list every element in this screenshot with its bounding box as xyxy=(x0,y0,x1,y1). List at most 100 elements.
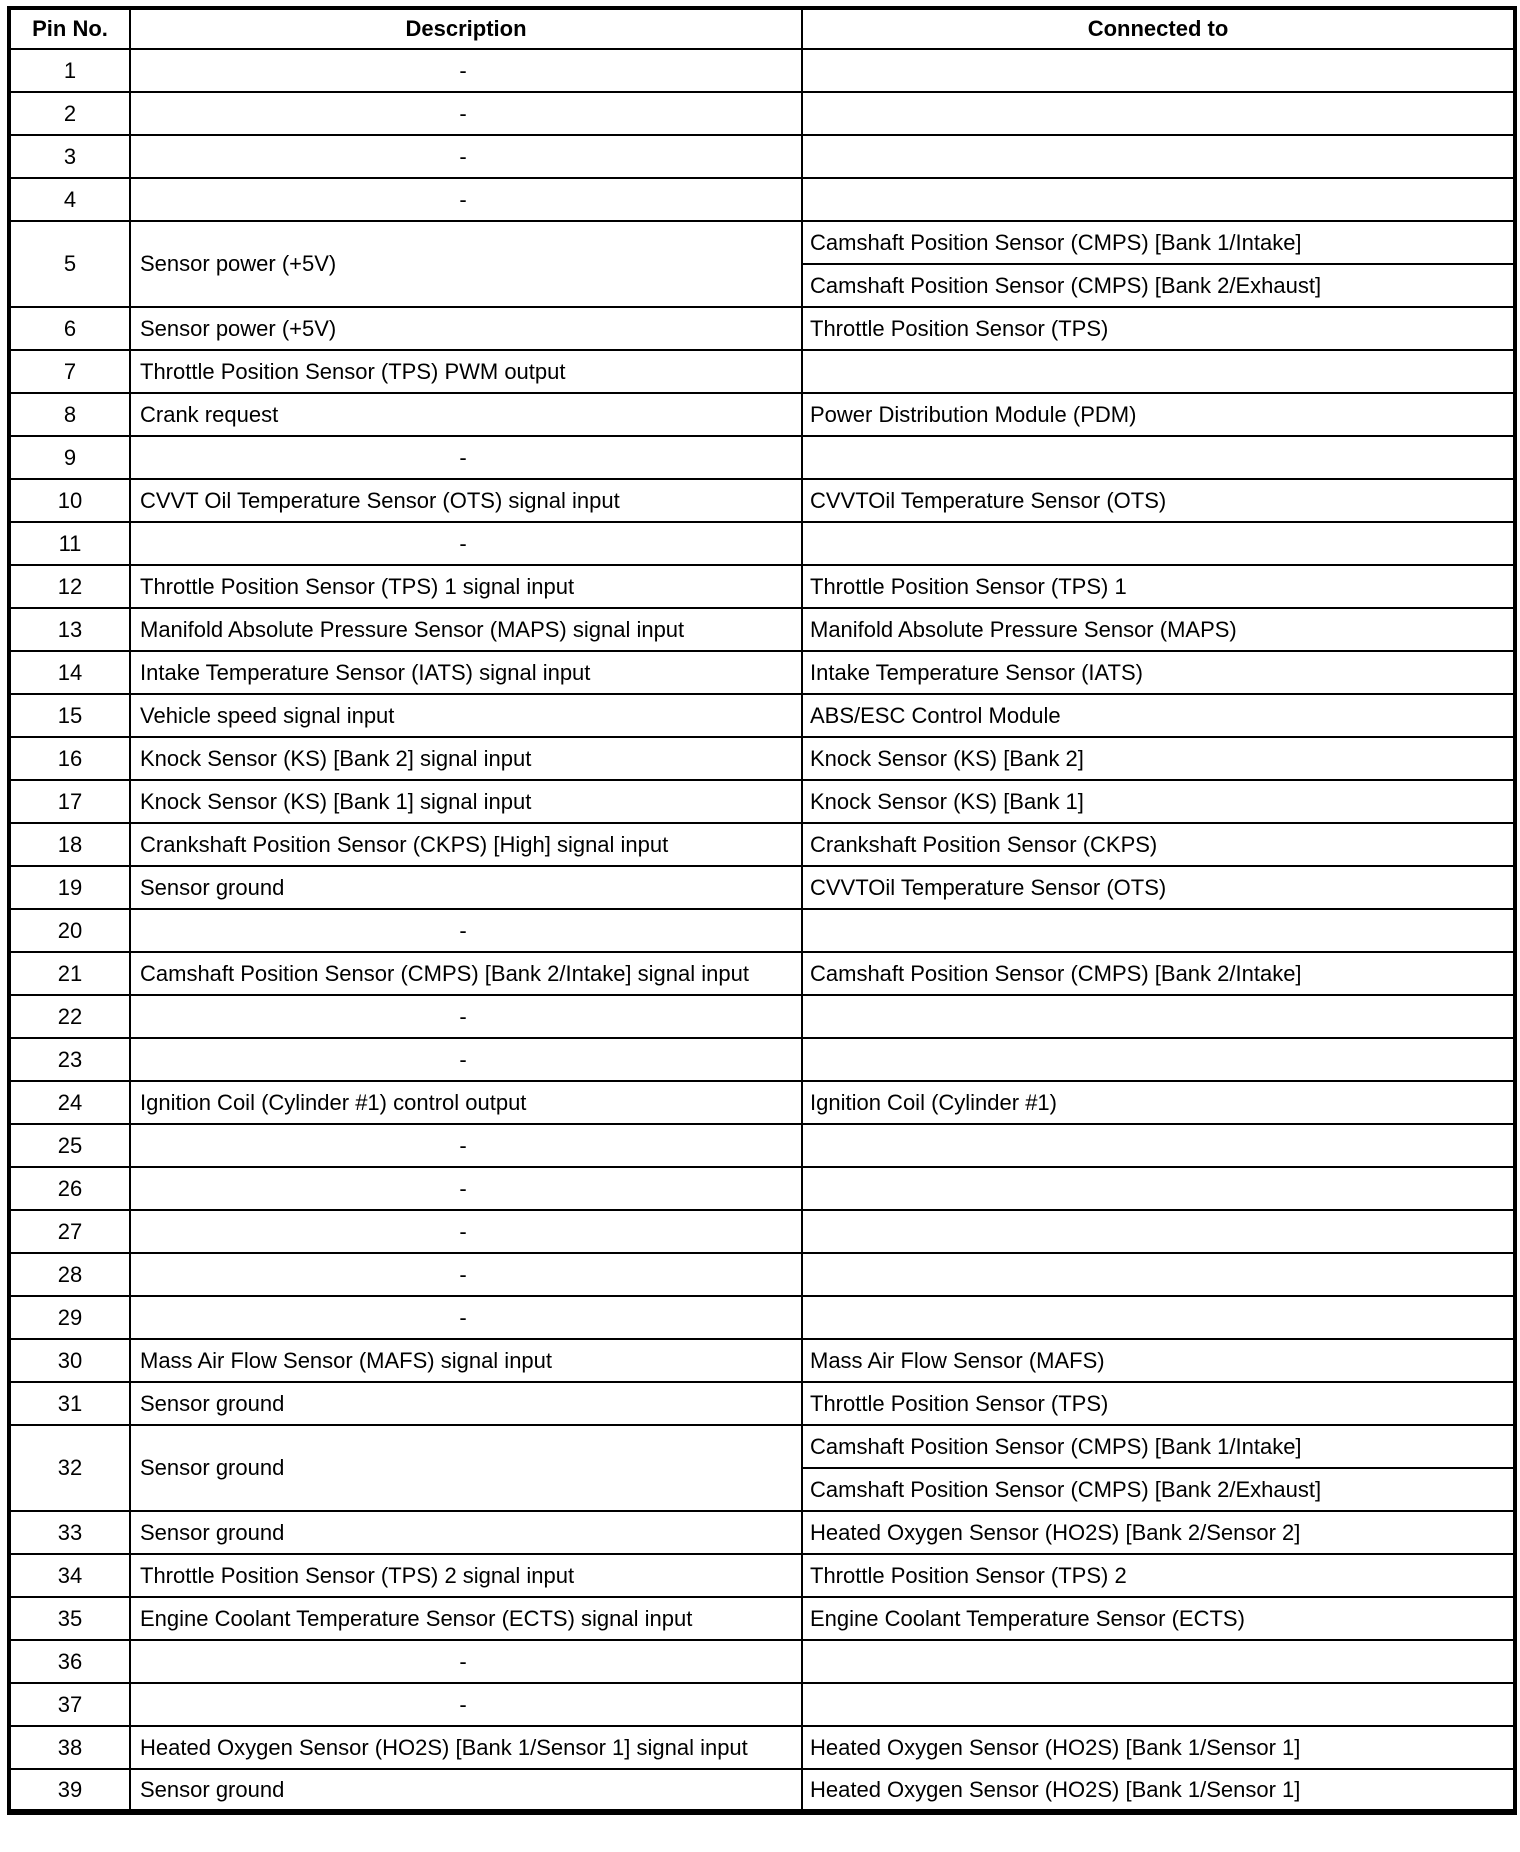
pin-cell: 31 xyxy=(8,1381,131,1426)
connected-cell: Heated Oxygen Sensor (HO2S) [Bank 2/Sens… xyxy=(801,1510,1516,1555)
table-row: 31 Sensor ground Throttle Position Sensor … xyxy=(8,1381,1516,1426)
pin-cell: 27 xyxy=(8,1209,131,1254)
connected-cell: Throttle Position Sensor (TPS) xyxy=(801,1381,1516,1426)
pin-cell: 3 xyxy=(8,134,131,179)
table-row: 16 Knock Sensor (KS) [Bank 2] signal inpu… xyxy=(8,736,1516,781)
pin-cell: 14 xyxy=(8,650,131,695)
pin-cell: 25 xyxy=(8,1123,131,1168)
pin-cell: 4 xyxy=(8,177,131,222)
table-row: 27- xyxy=(8,1209,1516,1254)
connected-cell xyxy=(801,177,1516,222)
pin-cell: 2 xyxy=(8,91,131,136)
description-cell: Sensor power (+5V) xyxy=(129,220,803,308)
connected-cell xyxy=(801,1295,1516,1340)
description-cell: Knock Sensor (KS) [Bank 1] signal input xyxy=(129,779,803,824)
connected-cell: Heated Oxygen Sensor (HO2S) [Bank 1/Sens… xyxy=(801,1725,1516,1770)
connected-cell xyxy=(801,48,1516,93)
table-row: 1- xyxy=(8,48,1516,93)
description-cell: Crankshaft Position Sensor (CKPS) [High]… xyxy=(129,822,803,867)
description-cell: - xyxy=(129,994,803,1039)
description-cell: Intake Temperature Sensor (IATS) signal … xyxy=(129,650,803,695)
table-row: 37- xyxy=(8,1682,1516,1727)
description-cell: Engine Coolant Temperature Sensor (ECTS)… xyxy=(129,1596,803,1641)
description-cell: - xyxy=(129,521,803,566)
description-cell: Sensor ground xyxy=(129,1768,803,1813)
connected-cell: Power Distribution Module (PDM) xyxy=(801,392,1516,437)
connected-cell: Heated Oxygen Sensor (HO2S) [Bank 1/Sens… xyxy=(801,1768,1516,1813)
connected-cell xyxy=(801,349,1516,394)
pin-cell: 34 xyxy=(8,1553,131,1598)
connected-cell: Mass Air Flow Sensor (MAFS) xyxy=(801,1338,1516,1383)
pin-cell: 39 xyxy=(8,1768,131,1813)
table-row: 38 Heated Oxygen Sensor (HO2S) [Bank 1/Se… xyxy=(8,1725,1516,1770)
pin-cell: 17 xyxy=(8,779,131,824)
pin-cell: 6 xyxy=(8,306,131,351)
table-row: 26- xyxy=(8,1166,1516,1211)
table-row: 13 Manifold Absolute Pressure Sensor (MAP… xyxy=(8,607,1516,652)
table-row: 17 Knock Sensor (KS) [Bank 1] signal inpu… xyxy=(8,779,1516,824)
connected-cell: Camshaft Position Sensor (CMPS) [Bank 1/… xyxy=(801,1424,1516,1469)
description-cell: - xyxy=(129,1639,803,1684)
description-cell: - xyxy=(129,134,803,179)
description-cell: - xyxy=(129,177,803,222)
description-cell: - xyxy=(129,1209,803,1254)
pin-cell: 9 xyxy=(8,435,131,480)
description-cell: Ignition Coil (Cylinder #1) control outp… xyxy=(129,1080,803,1125)
table-row: 5 Sensor power (+5V) Camshaft Position Sen… xyxy=(8,220,1516,308)
description-cell: - xyxy=(129,1166,803,1211)
pin-cell: 35 xyxy=(8,1596,131,1641)
pin-cell: 37 xyxy=(8,1682,131,1727)
description-cell: - xyxy=(129,435,803,480)
pin-cell: 7 xyxy=(8,349,131,394)
pin-cell: 24 xyxy=(8,1080,131,1125)
table-row: 23- xyxy=(8,1037,1516,1082)
connected-cell xyxy=(801,994,1516,1039)
description-cell: Heated Oxygen Sensor (HO2S) [Bank 1/Sens… xyxy=(129,1725,803,1770)
connected-cell: CVVTOil Temperature Sensor (OTS) xyxy=(801,865,1516,910)
connected-cell xyxy=(801,1123,1516,1168)
table-row: 15 Vehicle speed signal input ABS/ESC Cont… xyxy=(8,693,1516,738)
connected-cell xyxy=(801,908,1516,953)
table-row: 10 CVVT Oil Temperature Sensor (OTS) sign… xyxy=(8,478,1516,523)
table-row: 33 Sensor ground Heated Oxygen Sensor (HO2… xyxy=(8,1510,1516,1555)
connected-cell: Knock Sensor (KS) [Bank 2] xyxy=(801,736,1516,781)
table-row: 25- xyxy=(8,1123,1516,1168)
connected-cell xyxy=(801,1682,1516,1727)
connected-cell: Manifold Absolute Pressure Sensor (MAPS) xyxy=(801,607,1516,652)
connected-cell: Throttle Position Sensor (TPS) xyxy=(801,306,1516,351)
table-row: 24 Ignition Coil (Cylinder #1) control ou… xyxy=(8,1080,1516,1125)
connected-cell xyxy=(801,1639,1516,1684)
table-row: 11- xyxy=(8,521,1516,566)
pin-cell: 8 xyxy=(8,392,131,437)
table-row: 4- xyxy=(8,177,1516,222)
pin-cell: 21 xyxy=(8,951,131,996)
connected-cell xyxy=(801,1037,1516,1082)
connected-cell: Camshaft Position Sensor (CMPS) [Bank 2/… xyxy=(801,263,1516,308)
connected-cell: Crankshaft Position Sensor (CKPS) xyxy=(801,822,1516,867)
description-cell: - xyxy=(129,91,803,136)
description-cell: Throttle Position Sensor (TPS) 1 signal … xyxy=(129,564,803,609)
connected-cell: Knock Sensor (KS) [Bank 1] xyxy=(801,779,1516,824)
description-cell: - xyxy=(129,908,803,953)
pin-cell: 23 xyxy=(8,1037,131,1082)
table-row: 39 Sensor ground Heated Oxygen Sensor (HO2… xyxy=(8,1768,1516,1813)
pin-cell: 11 xyxy=(8,521,131,566)
table-row: 28- xyxy=(8,1252,1516,1297)
table-row: 19 Sensor ground CVVTOil Temperature Senso… xyxy=(8,865,1516,910)
pin-cell: 12 xyxy=(8,564,131,609)
connected-cell xyxy=(801,91,1516,136)
table-row: 8 Crank request Power Distribution Module … xyxy=(8,392,1516,437)
table-row: 2- xyxy=(8,91,1516,136)
connected-cell: Engine Coolant Temperature Sensor (ECTS) xyxy=(801,1596,1516,1641)
connected-cell xyxy=(801,1209,1516,1254)
connected-cell xyxy=(801,521,1516,566)
pin-cell: 18 xyxy=(8,822,131,867)
description-cell: Knock Sensor (KS) [Bank 2] signal input xyxy=(129,736,803,781)
pin-cell: 15 xyxy=(8,693,131,738)
pin-cell: 33 xyxy=(8,1510,131,1555)
pin-cell: 5 xyxy=(8,220,131,308)
pin-cell: 26 xyxy=(8,1166,131,1211)
description-cell: CVVT Oil Temperature Sensor (OTS) signal… xyxy=(129,478,803,523)
description-cell: - xyxy=(129,1123,803,1168)
